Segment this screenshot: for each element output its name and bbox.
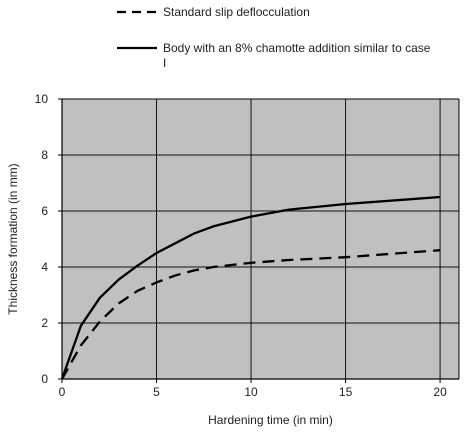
legend-label-series-2-line-2: I (163, 56, 166, 70)
legend: Standard slip deflocculation Body with a… (117, 5, 434, 70)
tick-labels: 0 2 4 6 8 10 0 5 10 15 20 (35, 92, 447, 399)
y-tick-label-10: 10 (35, 92, 49, 106)
plot-area (62, 99, 459, 379)
y-tick-label-8: 8 (41, 148, 48, 162)
series-layer (60, 195, 441, 380)
y-tick-label-2: 2 (41, 316, 48, 330)
legend-label-series-1: Standard slip deflocculation (163, 5, 310, 19)
y-tick-label-4: 4 (41, 260, 48, 274)
series-line-2 (60, 195, 441, 380)
x-tick-label-15: 15 (339, 385, 353, 399)
axes (58, 98, 460, 383)
x-tick-label-0: 0 (59, 385, 66, 399)
x-tick-label-20: 20 (433, 385, 447, 399)
x-tick-label-10: 10 (244, 385, 258, 399)
y-tick-label-6: 6 (41, 204, 48, 218)
legend-label-series-2: Body with an 8% chamotte addition simila… (163, 41, 434, 70)
y-tick-label-0: 0 (41, 372, 48, 386)
x-axis-label: Hardening time (in min) (208, 413, 333, 427)
x-tick-label-5: 5 (153, 385, 160, 399)
y-axis-label: Thickness formation (in mm) (6, 163, 20, 314)
legend-label-series-2-line-1: Body with an 8% chamotte addition simila… (163, 41, 431, 55)
